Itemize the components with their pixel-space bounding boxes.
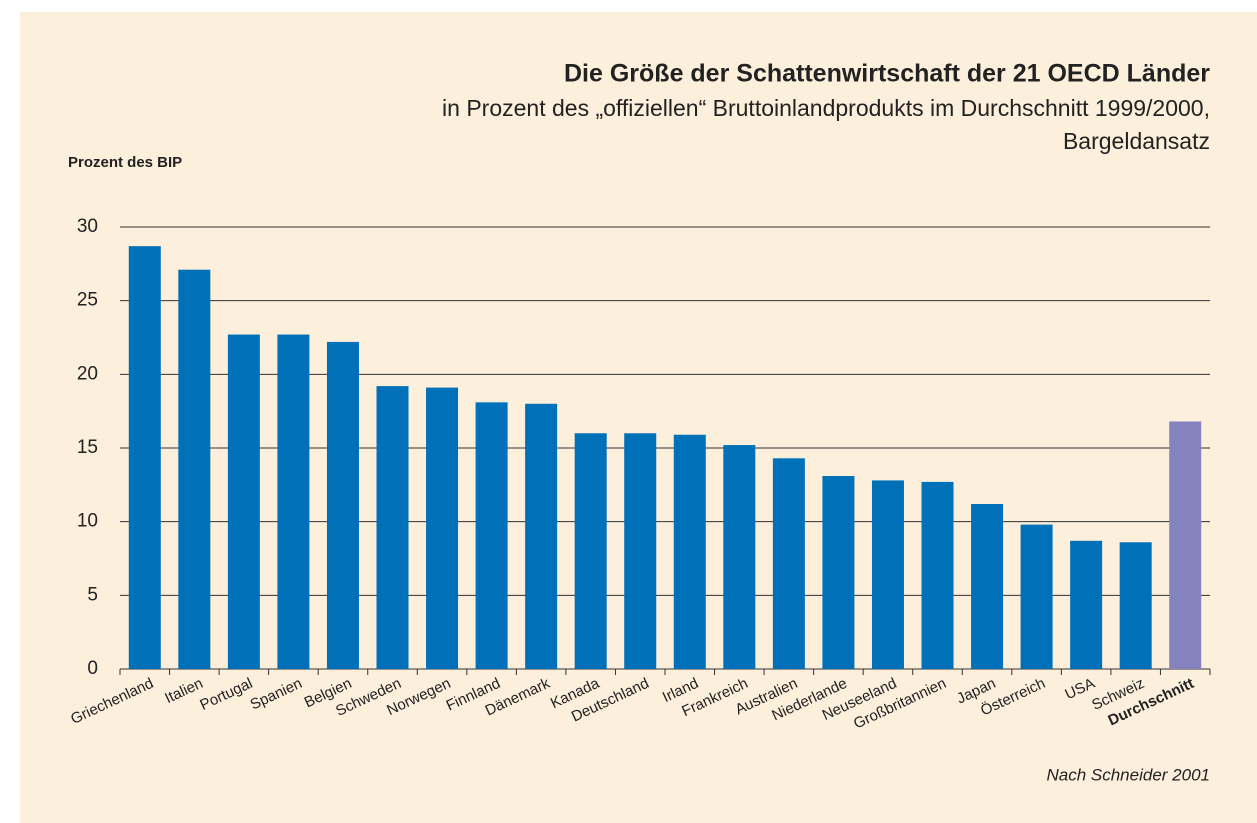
bar xyxy=(574,433,607,669)
bar xyxy=(475,402,508,669)
bar xyxy=(1070,540,1103,669)
bar xyxy=(624,433,657,669)
bar xyxy=(1169,421,1202,669)
y-tick-label: 0 xyxy=(87,658,98,679)
y-tick-label: 20 xyxy=(77,363,98,384)
y-tick-label: 15 xyxy=(77,437,98,458)
background xyxy=(20,12,1257,823)
source: Nach Schneider 2001 xyxy=(1046,765,1210,784)
bar xyxy=(525,403,558,669)
bar xyxy=(772,458,805,669)
chart-subtitle: in Prozent des „offiziellen“ Bruttoinlan… xyxy=(442,95,1210,121)
chart-subtitle: Bargeldansatz xyxy=(1063,128,1210,154)
bar xyxy=(227,334,260,669)
bar xyxy=(277,334,310,669)
bar xyxy=(921,481,954,669)
bar xyxy=(871,480,904,669)
bar xyxy=(723,445,756,669)
bar xyxy=(1119,542,1152,669)
y-tick-label: 25 xyxy=(77,290,98,311)
y-tick-label: 10 xyxy=(77,511,98,532)
bar xyxy=(178,269,211,669)
bar xyxy=(376,386,409,669)
bar xyxy=(1020,524,1053,669)
bar xyxy=(822,475,855,669)
bar xyxy=(673,434,706,669)
bar xyxy=(971,503,1004,669)
bar xyxy=(426,387,459,669)
bar xyxy=(128,246,161,670)
bar xyxy=(326,341,359,669)
y-tick-label: 30 xyxy=(77,216,98,237)
y-tick-label: 5 xyxy=(87,584,98,605)
y-axis-label: Prozent des BIP xyxy=(68,154,182,171)
chart-title: Die Größe der Schattenwirtschaft der 21 … xyxy=(564,60,1210,88)
